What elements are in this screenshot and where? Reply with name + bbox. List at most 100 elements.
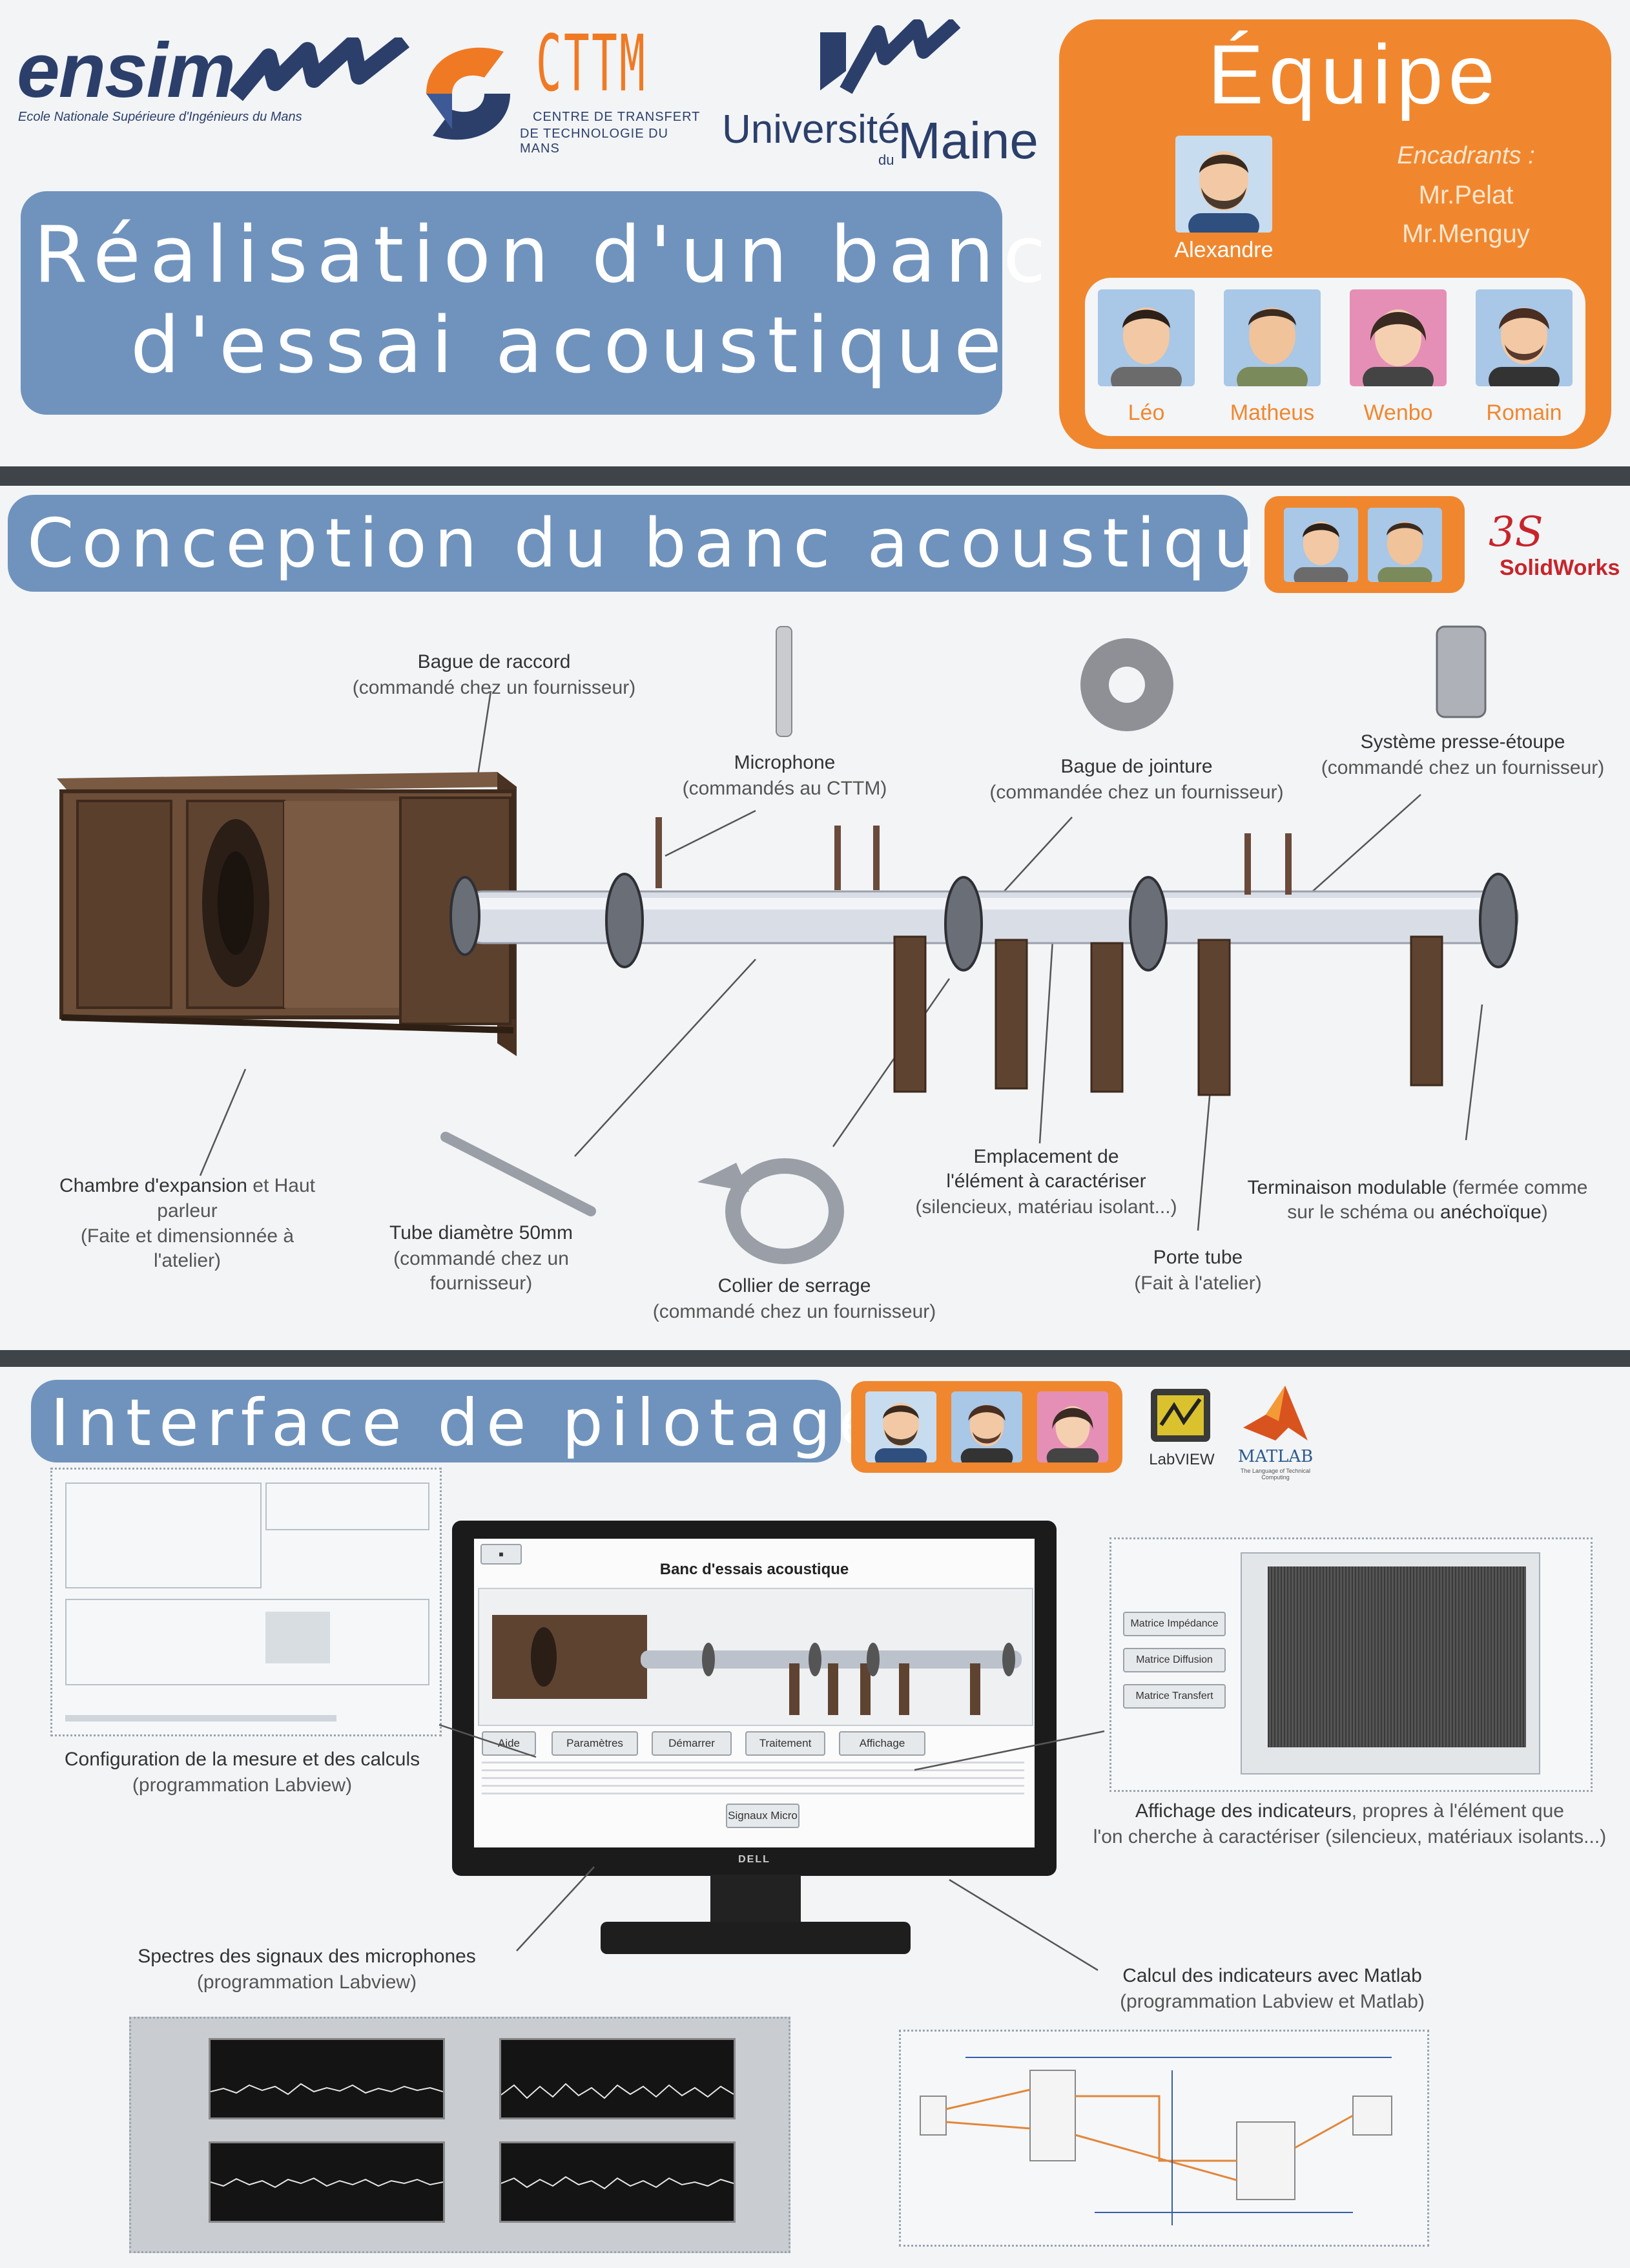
universite-mark-icon xyxy=(820,19,961,94)
label-bague-jointure: Bague de jointure xyxy=(1060,756,1213,777)
label-porte-tube: Porte tube xyxy=(1153,1247,1243,1268)
avatar-small-wenbo xyxy=(1037,1391,1108,1462)
label-terminaison-rest: (fermée comme xyxy=(1447,1177,1588,1198)
monitor-title: Banc d'essais acoustique xyxy=(659,1561,849,1578)
maine-text: Maine xyxy=(898,112,1038,169)
label-presse-etoupe: Système presse-étoupe xyxy=(1360,731,1565,753)
cttm-logo-text: CTTM xyxy=(536,19,648,109)
matrice-diffusion-button[interactable]: Matrice Diffusion xyxy=(1123,1648,1226,1672)
label-microphone-sub: (commandés au CTTM) xyxy=(682,778,887,799)
affichage-caption-rest: , propres à l'élément que xyxy=(1351,1800,1564,1822)
config-panel-group-2 xyxy=(265,1483,429,1530)
ensim-logo-text: ensim xyxy=(17,27,236,114)
monitor-demarrer-button[interactable]: Démarrer xyxy=(652,1731,732,1756)
section1-title: Conception du banc acoustique xyxy=(27,504,1313,583)
main-title-line1: Réalisation d'un banc xyxy=(34,211,1055,300)
divider-middle xyxy=(0,1350,1630,1367)
cttm-logo: CTTM CENTRE DE TRANSFERT DE TECHNOLOGIE … xyxy=(407,13,710,156)
label-terminaison-c: sur le schéma ou xyxy=(1287,1202,1440,1223)
monitor-stop-button[interactable]: ■ xyxy=(480,1544,522,1565)
monitor-screen: ■ Banc d'essais acoustique Aide Paramètr… xyxy=(474,1539,1035,1847)
section2-title-banner: Interface de pilotage xyxy=(31,1380,878,1462)
section1-team-box xyxy=(1264,496,1465,593)
section1-title-banner: Conception du banc acoustique xyxy=(8,495,1305,592)
config-caption-sub: (programmation Labview) xyxy=(132,1774,353,1796)
affichage-caption: Affichage des indicateurs, propres à l'é… xyxy=(1098,1799,1602,1824)
avatar-romain xyxy=(1476,289,1573,386)
monitor-affichage-button[interactable]: Affichage xyxy=(839,1731,925,1756)
monitor-traitement-button[interactable]: Traitement xyxy=(745,1731,825,1756)
cttm-subtitle-1: CENTRE DE TRANSFERT xyxy=(533,110,701,124)
spectrum-plot-1 xyxy=(209,2038,445,2119)
spectrum-plot-2 xyxy=(499,2038,736,2119)
label-chambre-rest: et Haut xyxy=(247,1175,315,1196)
label-terminaison-line2: sur le schéma ou anéchoïque) xyxy=(1246,1200,1589,1225)
monitor-frame: ■ Banc d'essais acoustique Aide Paramètr… xyxy=(452,1521,1057,1876)
label-terminaison-bold: Terminaison modulable xyxy=(1247,1177,1447,1198)
monitor-help-text xyxy=(482,1762,1024,1798)
label-emplacement-2: l'élément à caractériser xyxy=(946,1170,1146,1192)
matrice-impedance-button[interactable]: Matrice Impédance xyxy=(1123,1612,1226,1636)
spectres-caption: Spectres des signaux des microphones xyxy=(138,1946,476,1967)
config-panel-group-1 xyxy=(65,1483,262,1588)
universite-du-text: du xyxy=(878,152,894,168)
avatar-alexandre xyxy=(1175,136,1272,233)
divider-top xyxy=(0,466,1630,486)
labview-icon xyxy=(1151,1389,1210,1442)
avatar-small-leo xyxy=(1284,508,1358,582)
label-chambre: Chambre d'expansion et Haut xyxy=(52,1174,323,1198)
label-terminaison: Terminaison modulable (fermée comme xyxy=(1246,1176,1589,1200)
universite-logo: Université du Maine xyxy=(717,19,1040,169)
monitor-brand: DELL xyxy=(738,1854,770,1865)
block-diagram-screenshot xyxy=(899,2030,1429,2247)
solidworks-logo: 3S SolidWorks xyxy=(1479,504,1621,588)
member-name-leo: Léo xyxy=(1128,401,1165,425)
matlab-tagline: The Language of Technical Computing xyxy=(1241,1468,1310,1481)
main-title-line2: d'essai acoustique xyxy=(130,301,1011,391)
monitor-parametres-button[interactable]: Paramètres xyxy=(552,1731,638,1756)
indicators-panel-screenshot: Matrice Impédance Matrice Diffusion Matr… xyxy=(1109,1537,1593,1792)
label-tube-sub: (commandé chez un fournisseur) xyxy=(393,1248,569,1294)
matrice-transfert-button[interactable]: Matrice Transfert xyxy=(1123,1684,1226,1709)
labview-text: LabVIEW xyxy=(1149,1451,1215,1468)
spectrum-plot-3 xyxy=(209,2141,445,2223)
spectres-panel-screenshot xyxy=(129,2017,790,2253)
encadrant-2: Mr.Menguy xyxy=(1402,220,1530,248)
universite-text: Université xyxy=(722,107,900,152)
test-bench-drawing xyxy=(57,625,1519,1264)
label-collier: Collier de serrage xyxy=(717,1275,871,1296)
avatar-small-romain xyxy=(951,1391,1022,1462)
monitor-stand-neck xyxy=(710,1875,801,1926)
section2-team-box xyxy=(851,1381,1122,1473)
calcul-caption: Calcul des indicateurs avec Matlab xyxy=(1122,1965,1422,1986)
config-caption: Configuration de la mesure et des calcul… xyxy=(64,1749,420,1770)
monitor-signaux-micro-button[interactable]: Signaux Micro xyxy=(726,1804,800,1828)
section2-leader-lines xyxy=(438,1723,1105,1971)
ensim-waves-icon xyxy=(230,37,410,101)
monitor-stand-base xyxy=(601,1922,911,1954)
cttm-subtitle-2: DE TECHNOLOGIE DU MANS xyxy=(520,127,668,156)
avatar-small-matheus xyxy=(1368,508,1442,582)
affichage-caption-line2: l'on cherche à caractériser (silencieux,… xyxy=(1093,1826,1607,1847)
team-box: Équipe Alexandre Encadrants : Mr.Pelat M… xyxy=(1059,19,1611,449)
monitor-bench-image xyxy=(478,1588,1033,1726)
label-bague-raccord: Bague de raccord xyxy=(417,651,571,672)
indicators-plot-frame xyxy=(1241,1552,1540,1774)
svg-text:3S: 3S xyxy=(1489,508,1543,556)
member-name-romain: Romain xyxy=(1486,401,1562,425)
main-title-banner: Réalisation d'un banc d'essai acoustique xyxy=(21,191,1046,415)
config-panel-group-3 xyxy=(65,1599,429,1685)
label-emplacement-sub: (silencieux, matériau isolant...) xyxy=(915,1196,1177,1218)
label-chambre-bold: Chambre d'expansion xyxy=(59,1175,247,1196)
cttm-swirl-icon xyxy=(426,47,510,140)
label-porte-tube-sub: (Fait à l'atelier) xyxy=(1134,1273,1262,1294)
indicators-plot-area xyxy=(1268,1566,1526,1747)
config-panel-screenshot xyxy=(50,1468,442,1736)
calcul-caption-sub: (programmation Labview et Matlab) xyxy=(1120,1991,1425,2012)
spectrum-plot-4 xyxy=(499,2141,736,2223)
label-bague-raccord-sub: (commandé chez un fournisseur) xyxy=(352,677,636,698)
encadrants-label: Encadrants : xyxy=(1397,142,1535,169)
member-name-wenbo: Wenbo xyxy=(1363,401,1433,425)
avatar-wenbo xyxy=(1350,289,1447,386)
